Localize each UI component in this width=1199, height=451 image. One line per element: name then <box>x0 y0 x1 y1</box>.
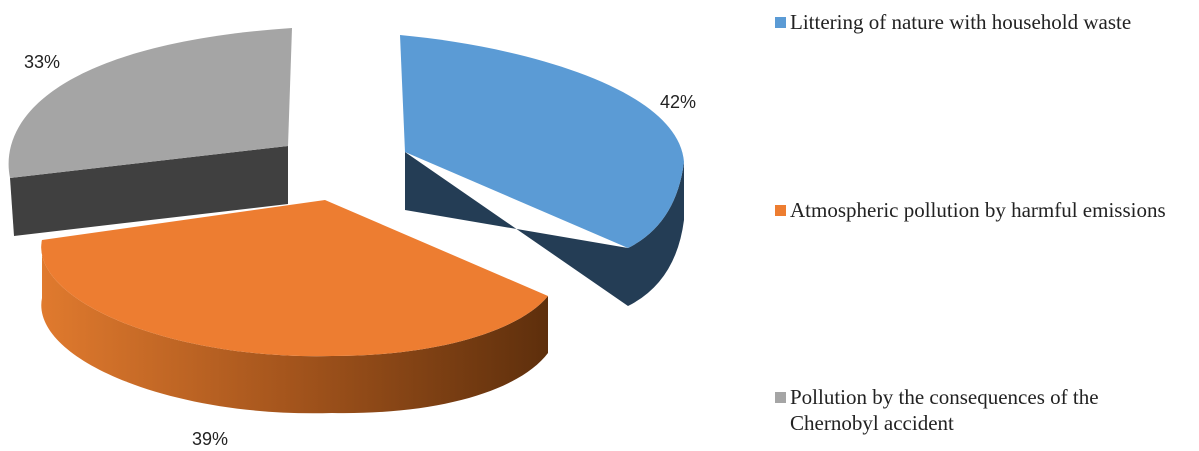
slice-chernobyl-top <box>8 28 293 178</box>
slice-chernobyl <box>8 28 293 236</box>
legend-label-household-waste: Littering of nature with household waste <box>790 10 1132 34</box>
legend-swatch-orange <box>775 205 786 216</box>
data-label-household-waste: 42% <box>660 92 696 112</box>
legend-item-household-waste: Littering of nature with household waste <box>775 9 1190 35</box>
legend-item-chernobyl: Pollution by the consequences of the Che… <box>775 384 1190 436</box>
legend-swatch-blue <box>775 17 786 28</box>
legend-label-chernobyl: Pollution by the consequences of the Che… <box>790 385 1099 435</box>
slice-household-waste-top <box>400 35 684 248</box>
slice-chernobyl-side <box>10 146 288 236</box>
legend: Littering of nature with household waste… <box>775 0 1195 451</box>
legend-item-atmospheric: Atmospheric pollution by harmful emissio… <box>775 197 1190 223</box>
slice-atmospheric-side <box>41 240 548 414</box>
legend-label-atmospheric: Atmospheric pollution by harmful emissio… <box>790 198 1166 222</box>
slice-household-waste-side <box>405 152 628 306</box>
slice-household-waste <box>400 35 684 306</box>
legend-swatch-gray <box>775 392 786 403</box>
slice-household-waste-rim <box>628 162 684 306</box>
slice-atmospheric-top <box>41 200 548 357</box>
data-label-chernobyl: 33% <box>24 52 60 72</box>
slice-atmospheric <box>41 200 548 414</box>
data-label-atmospheric: 39% <box>192 429 228 449</box>
